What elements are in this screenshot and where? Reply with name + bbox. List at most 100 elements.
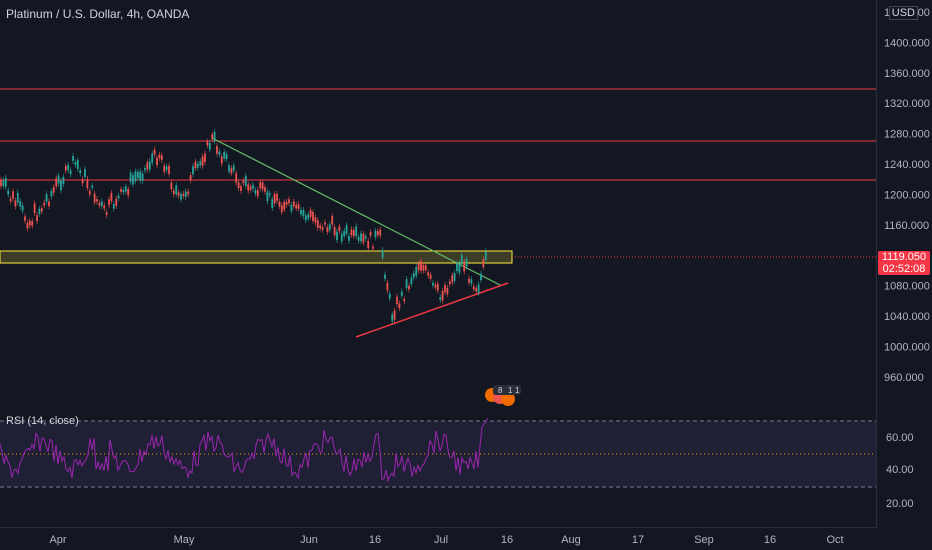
support-zone[interactable] [0, 250, 513, 264]
candle-body [208, 142, 211, 150]
candle-body [456, 263, 458, 271]
candle-body [98, 202, 101, 206]
candle-body [168, 165, 170, 174]
candle-body [314, 217, 317, 223]
candle-body [228, 165, 230, 172]
candle-body [235, 173, 238, 183]
price-tick-label: 1360.000 [884, 68, 930, 80]
candle-body [302, 210, 305, 217]
candle-body [136, 172, 139, 179]
candle-body [134, 171, 137, 182]
candle-body [187, 191, 190, 195]
candle-body [285, 201, 288, 205]
event-icon[interactable] [501, 392, 515, 406]
candle-body [64, 166, 67, 171]
candle-body [480, 273, 482, 280]
candlestick-series [0, 128, 487, 325]
candle-body [139, 171, 142, 181]
candle-body [324, 222, 326, 225]
price-tick-label: 1040.000 [884, 311, 930, 323]
candle-body [408, 285, 410, 290]
candle-body [237, 182, 240, 188]
time-tick-label: Oct [826, 534, 843, 546]
price-tick-label: 1000.000 [884, 341, 930, 353]
time-tick-label: May [174, 534, 195, 546]
descending-trendline[interactable] [211, 137, 501, 286]
candle-body [283, 201, 286, 210]
candle-body [132, 175, 134, 185]
candle-body [463, 261, 466, 272]
candle-body [441, 290, 444, 301]
price-tick-label: 1160.000 [884, 220, 929, 232]
candle-body [160, 155, 163, 160]
candle-body [84, 169, 86, 177]
events-marker[interactable]: 8 1 1 [484, 385, 524, 416]
candle-body [7, 190, 10, 195]
candle-body [33, 203, 36, 213]
candle-body [72, 155, 74, 161]
rsi-band [0, 421, 877, 487]
time-axis[interactable] [0, 527, 877, 550]
candle-body [393, 310, 396, 320]
candle-body [458, 263, 461, 273]
candle-body [321, 227, 324, 230]
candle-body [163, 165, 166, 172]
candle-body [398, 303, 401, 309]
candle-body [26, 222, 29, 229]
candle-body [175, 185, 178, 195]
candle-body [381, 250, 384, 258]
candle-body [105, 212, 108, 215]
candle-body [12, 191, 14, 199]
candle-body [333, 226, 336, 236]
candle-body [244, 175, 247, 186]
candle-body [295, 204, 298, 209]
currency-label[interactable]: USD [888, 6, 918, 20]
event-count: 1 [508, 386, 513, 395]
candle-body [206, 141, 209, 146]
price-axis[interactable] [876, 0, 932, 528]
candle-body [177, 192, 180, 196]
candle-body [189, 175, 192, 181]
ascending-trendline[interactable] [355, 282, 509, 338]
candle-body [120, 189, 122, 192]
candle-body [4, 177, 7, 187]
candle-body [74, 162, 77, 165]
candle-body [477, 284, 480, 293]
candle-body [196, 163, 199, 168]
candle-body [460, 254, 463, 264]
candle-body [225, 154, 228, 160]
candle-body [264, 187, 266, 192]
candle-body [79, 170, 82, 174]
candle-body [405, 279, 408, 288]
candle-body [48, 201, 50, 207]
price-tick-label: 1240.000 [884, 159, 930, 171]
candle-body [290, 204, 293, 212]
price-tick-label: 1280.000 [884, 129, 930, 141]
candle-body [192, 166, 194, 175]
candle-body [218, 151, 221, 155]
candle-body [69, 170, 72, 175]
candle-body [434, 284, 437, 288]
candle-body [326, 227, 329, 232]
candle-body [391, 314, 394, 322]
candle-body [151, 153, 154, 163]
candle-body [156, 157, 158, 166]
candle-body [122, 189, 125, 193]
candle-body [88, 190, 91, 195]
rsi-tick-label: 40.00 [886, 464, 914, 476]
candle-body [172, 190, 175, 195]
price-tick-label: 960.000 [884, 372, 924, 384]
candle-body [468, 278, 470, 283]
candle-body [420, 260, 422, 271]
candle-body [76, 160, 79, 170]
candle-body [331, 216, 334, 225]
candle-body [338, 226, 341, 231]
candle-body [436, 283, 439, 291]
candle-body [472, 286, 475, 290]
candle-body [170, 182, 173, 190]
candle-body [220, 156, 223, 164]
candle-body [110, 193, 113, 202]
candle-body [403, 299, 406, 302]
candle-body [55, 178, 58, 187]
